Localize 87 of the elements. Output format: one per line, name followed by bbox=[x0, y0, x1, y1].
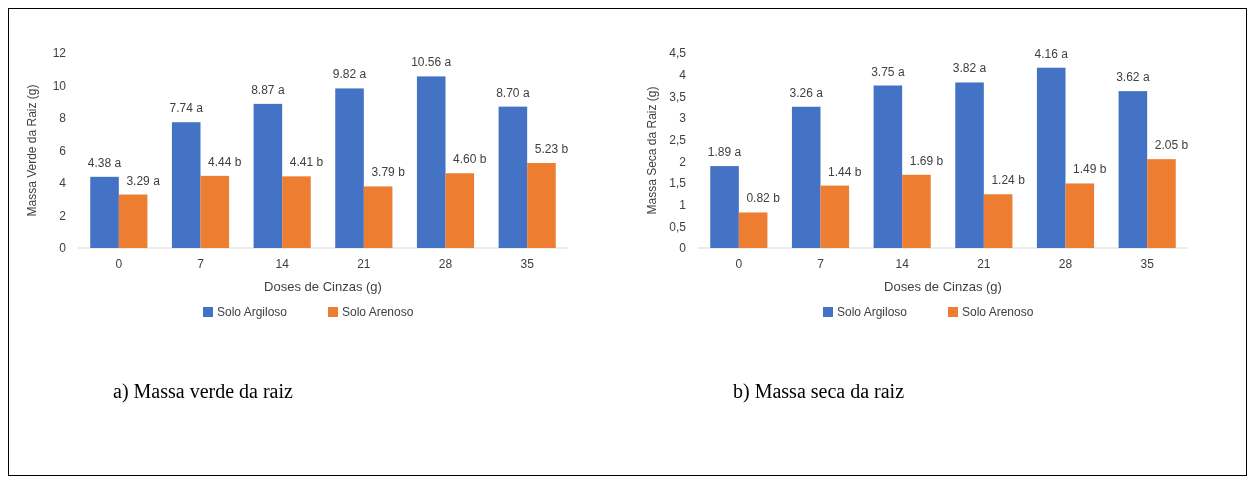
data-label: 4.41 b bbox=[289, 155, 324, 170]
y-tick-label: 2 bbox=[59, 208, 67, 223]
y-axis-title: Massa Seca da Raiz (g) bbox=[645, 86, 659, 215]
legend-label: Solo Arenoso bbox=[962, 305, 1034, 319]
data-label: 2.05 b bbox=[1154, 138, 1189, 153]
bar bbox=[282, 176, 311, 248]
data-label: 4.44 b bbox=[208, 154, 242, 169]
bar bbox=[200, 175, 230, 248]
bar bbox=[983, 194, 1013, 248]
data-label: 8.87 a bbox=[251, 82, 285, 97]
data-label: 8.70 a bbox=[496, 85, 530, 100]
bar bbox=[873, 85, 903, 248]
bar bbox=[1118, 91, 1148, 248]
data-label: 1.89 a bbox=[707, 145, 742, 160]
text: b) Massa seca da raiz bbox=[733, 380, 905, 403]
data-label: 7.74 a bbox=[169, 101, 204, 116]
bar bbox=[171, 122, 201, 248]
y-tick-label: 3,5 bbox=[669, 89, 687, 104]
bar bbox=[791, 106, 821, 248]
legend-label: Solo Argiloso bbox=[837, 305, 908, 319]
bar bbox=[955, 82, 984, 248]
y-tick-label: 12 bbox=[52, 46, 67, 61]
data-label: 3.82 a bbox=[952, 61, 987, 76]
data-label: 1.44 b bbox=[828, 164, 862, 179]
y-tick-label: 3 bbox=[679, 111, 687, 126]
y-tick-label: 0 bbox=[59, 241, 67, 256]
bar bbox=[1036, 67, 1066, 248]
data-label: 3.29 a bbox=[126, 173, 161, 188]
y-tick-label: 1,5 bbox=[669, 176, 687, 191]
bar bbox=[363, 186, 393, 248]
legend-label: Solo Arenoso bbox=[342, 305, 414, 319]
data-label: 10.56 a bbox=[411, 55, 452, 70]
bar bbox=[416, 76, 446, 248]
x-tick-label: 14 bbox=[275, 257, 290, 271]
y-tick-label: 4,5 bbox=[669, 46, 687, 61]
text: a) Massa verde da raiz bbox=[113, 380, 294, 403]
legend-label: Solo Argiloso bbox=[217, 305, 288, 319]
x-axis-title: Doses de Cinzas (g) bbox=[884, 279, 1002, 294]
data-label: 0.82 b bbox=[746, 191, 781, 206]
y-tick-label: 0 bbox=[679, 241, 687, 256]
x-tick-label: 0 bbox=[115, 257, 123, 271]
data-label: 3.26 a bbox=[789, 85, 824, 100]
data-label: 1.24 b bbox=[991, 173, 1026, 188]
data-label: 1.69 b bbox=[909, 153, 944, 168]
x-tick-label: 21 bbox=[977, 257, 991, 271]
data-label: 4.16 a bbox=[1034, 46, 1069, 61]
bar bbox=[118, 194, 148, 248]
x-tick-label: 14 bbox=[895, 257, 910, 271]
bar bbox=[902, 174, 931, 248]
data-label: 3.75 a bbox=[871, 64, 905, 79]
bar bbox=[820, 185, 850, 248]
data-label: 1.49 b bbox=[1073, 162, 1107, 177]
y-tick-label: 0,5 bbox=[669, 219, 687, 234]
bar bbox=[710, 166, 739, 248]
y-tick-label: 2 bbox=[679, 154, 687, 169]
x-tick-label: 7 bbox=[197, 257, 205, 271]
y-tick-label: 1 bbox=[679, 197, 687, 212]
data-label: 3.62 a bbox=[1116, 70, 1150, 85]
x-tick-label: 35 bbox=[520, 257, 535, 271]
bar bbox=[335, 88, 364, 248]
bar bbox=[90, 176, 119, 248]
bar bbox=[738, 212, 768, 248]
y-axis-title: Massa Verde da Raiz (g) bbox=[25, 84, 39, 217]
data-label: 9.82 a bbox=[332, 67, 367, 82]
x-tick-label: 28 bbox=[438, 257, 453, 271]
x-tick-label: 0 bbox=[735, 257, 743, 271]
x-tick-label: 7 bbox=[817, 257, 825, 271]
bar bbox=[498, 106, 528, 248]
y-tick-label: 4 bbox=[59, 176, 67, 191]
y-tick-label: 2,5 bbox=[669, 132, 687, 147]
x-axis-title: Doses de Cinzas (g) bbox=[264, 279, 382, 294]
bar bbox=[527, 163, 556, 248]
bar bbox=[445, 173, 475, 248]
x-tick-label: 35 bbox=[1140, 257, 1155, 271]
y-tick-label: 10 bbox=[52, 78, 67, 93]
data-label: 4.38 a bbox=[87, 155, 122, 170]
bar bbox=[253, 103, 283, 248]
data-label: 4.60 b bbox=[453, 152, 487, 167]
data-label: 3.79 b bbox=[371, 165, 406, 180]
x-tick-label: 21 bbox=[357, 257, 371, 271]
bar bbox=[1065, 183, 1095, 248]
y-tick-label: 6 bbox=[59, 143, 67, 158]
x-tick-label: 28 bbox=[1058, 257, 1073, 271]
data-label: 5.23 b bbox=[534, 142, 569, 157]
y-tick-label: 8 bbox=[59, 111, 67, 126]
bar bbox=[1147, 159, 1176, 248]
y-tick-label: 4 bbox=[679, 67, 687, 82]
